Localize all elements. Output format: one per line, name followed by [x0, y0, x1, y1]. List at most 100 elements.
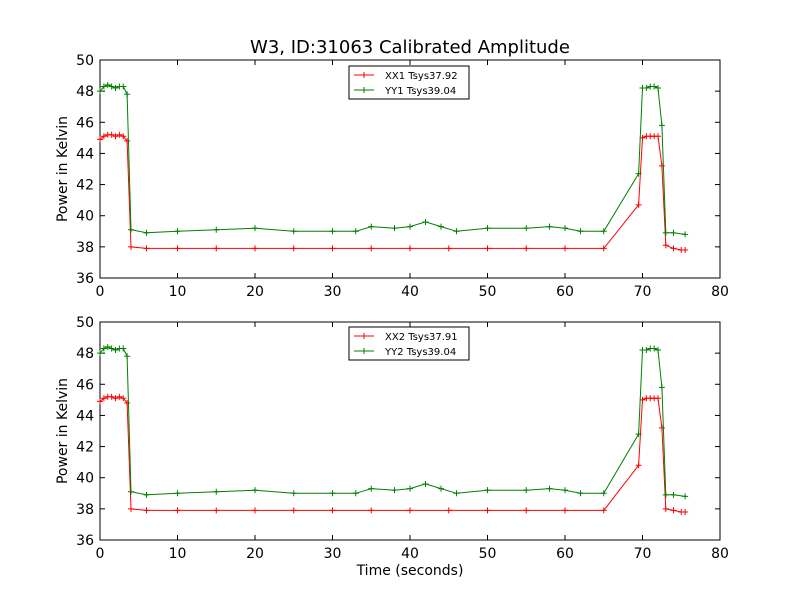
data-point: [143, 491, 150, 498]
data-point: [128, 226, 134, 233]
y-tick-label: 48: [76, 346, 94, 362]
x-tick-label: 0: [96, 284, 105, 300]
data-point: [329, 507, 336, 514]
data-point: [407, 507, 413, 514]
data-point: [422, 480, 429, 487]
data-point: [368, 245, 375, 252]
data-point: [143, 245, 150, 252]
data-point: [124, 399, 131, 406]
data-point: [670, 507, 677, 514]
data-point: [562, 507, 568, 514]
data-point: [368, 223, 375, 230]
data-point: [682, 508, 689, 515]
data-point: [174, 507, 181, 514]
data-point: [662, 242, 669, 249]
data-point: [329, 490, 336, 497]
data-point: [112, 133, 119, 140]
data-point: [128, 505, 134, 512]
data-point: [643, 85, 650, 92]
x-tick-label: 10: [169, 546, 187, 562]
y-tick-label: 40: [76, 471, 94, 487]
data-point: [290, 490, 297, 497]
data-point: [635, 201, 642, 208]
data-point: [523, 245, 530, 252]
x-tick-label: 80: [711, 284, 729, 300]
x-tick-label: 0: [96, 546, 105, 562]
data-point: [104, 81, 111, 88]
data-point: [682, 246, 689, 253]
data-point: [124, 137, 131, 144]
x-tick-label: 70: [634, 546, 652, 562]
data-point: [662, 505, 669, 512]
data-point: [97, 136, 103, 143]
data-point: [368, 485, 375, 492]
data-point: [670, 491, 677, 498]
x-tick-label: 50: [479, 546, 497, 562]
data-point: [523, 225, 530, 232]
data-point: [523, 487, 530, 494]
data-point: [213, 507, 220, 514]
data-point: [438, 485, 444, 492]
data-point: [453, 490, 460, 497]
data-point: [100, 83, 107, 90]
data-point: [290, 228, 297, 235]
chart-panel-top: 0 10 20 30 40 50 60 70 80 36 38 40 42 44 46 48 50 Power i…: [55, 53, 729, 300]
data-point: [112, 85, 119, 92]
data-point: [97, 350, 103, 357]
data-point: [546, 223, 553, 230]
legend-entry: XX1 Tsys37.92: [385, 71, 458, 82]
data-point: [108, 345, 115, 352]
data-point: [143, 507, 150, 514]
data-point: [174, 490, 181, 497]
y-tick-label: 36: [76, 533, 94, 549]
y-axis-label: Power in Kelvin: [55, 378, 71, 484]
data-point: [643, 347, 650, 354]
data-point: [391, 487, 398, 494]
data-point: [290, 507, 297, 514]
data-point: [290, 245, 297, 252]
data-point: [635, 170, 642, 177]
data-point: [120, 83, 127, 90]
data-point: [577, 490, 584, 497]
data-point: [252, 487, 258, 494]
data-point: [651, 345, 658, 352]
data-point: [422, 218, 429, 225]
y-tick-label: 48: [76, 84, 94, 100]
data-point: [120, 395, 127, 402]
data-point: [213, 245, 220, 252]
data-point: [252, 225, 258, 232]
data-point: [670, 245, 677, 252]
x-tick-label: 40: [401, 546, 419, 562]
data-point: [174, 245, 181, 252]
x-axis-label: Time (seconds): [356, 563, 464, 579]
x-tick-label: 30: [324, 284, 342, 300]
data-point: [329, 228, 336, 235]
data-point: [116, 393, 123, 400]
data-point: [97, 398, 103, 405]
data-point: [658, 162, 665, 169]
data-point: [252, 245, 258, 252]
data-point: [662, 229, 669, 236]
chart-panel-bottom: 0 10 20 30 40 50 60 70 80 36 38 40 42 44 46 48 50 Power i…: [55, 315, 729, 579]
data-point: [407, 223, 413, 230]
data-point: [352, 228, 359, 235]
data-point: [655, 85, 661, 92]
data-point: [329, 245, 336, 252]
legend-marker: [361, 333, 367, 339]
data-point: [124, 353, 131, 360]
data-point: [445, 245, 452, 252]
data-point: [523, 507, 530, 514]
data-point: [108, 83, 115, 90]
legend: [348, 65, 470, 100]
x-tick-label: 20: [246, 284, 264, 300]
data-point: [120, 345, 127, 352]
data-point: [407, 245, 413, 252]
data-point: [100, 345, 107, 352]
data-point: [562, 225, 568, 232]
y-tick-label: 38: [76, 502, 94, 518]
data-point: [484, 225, 491, 232]
data-point: [407, 485, 413, 492]
x-tick-label: 30: [324, 546, 342, 562]
data-point: [658, 424, 665, 431]
data-point: [438, 223, 444, 230]
